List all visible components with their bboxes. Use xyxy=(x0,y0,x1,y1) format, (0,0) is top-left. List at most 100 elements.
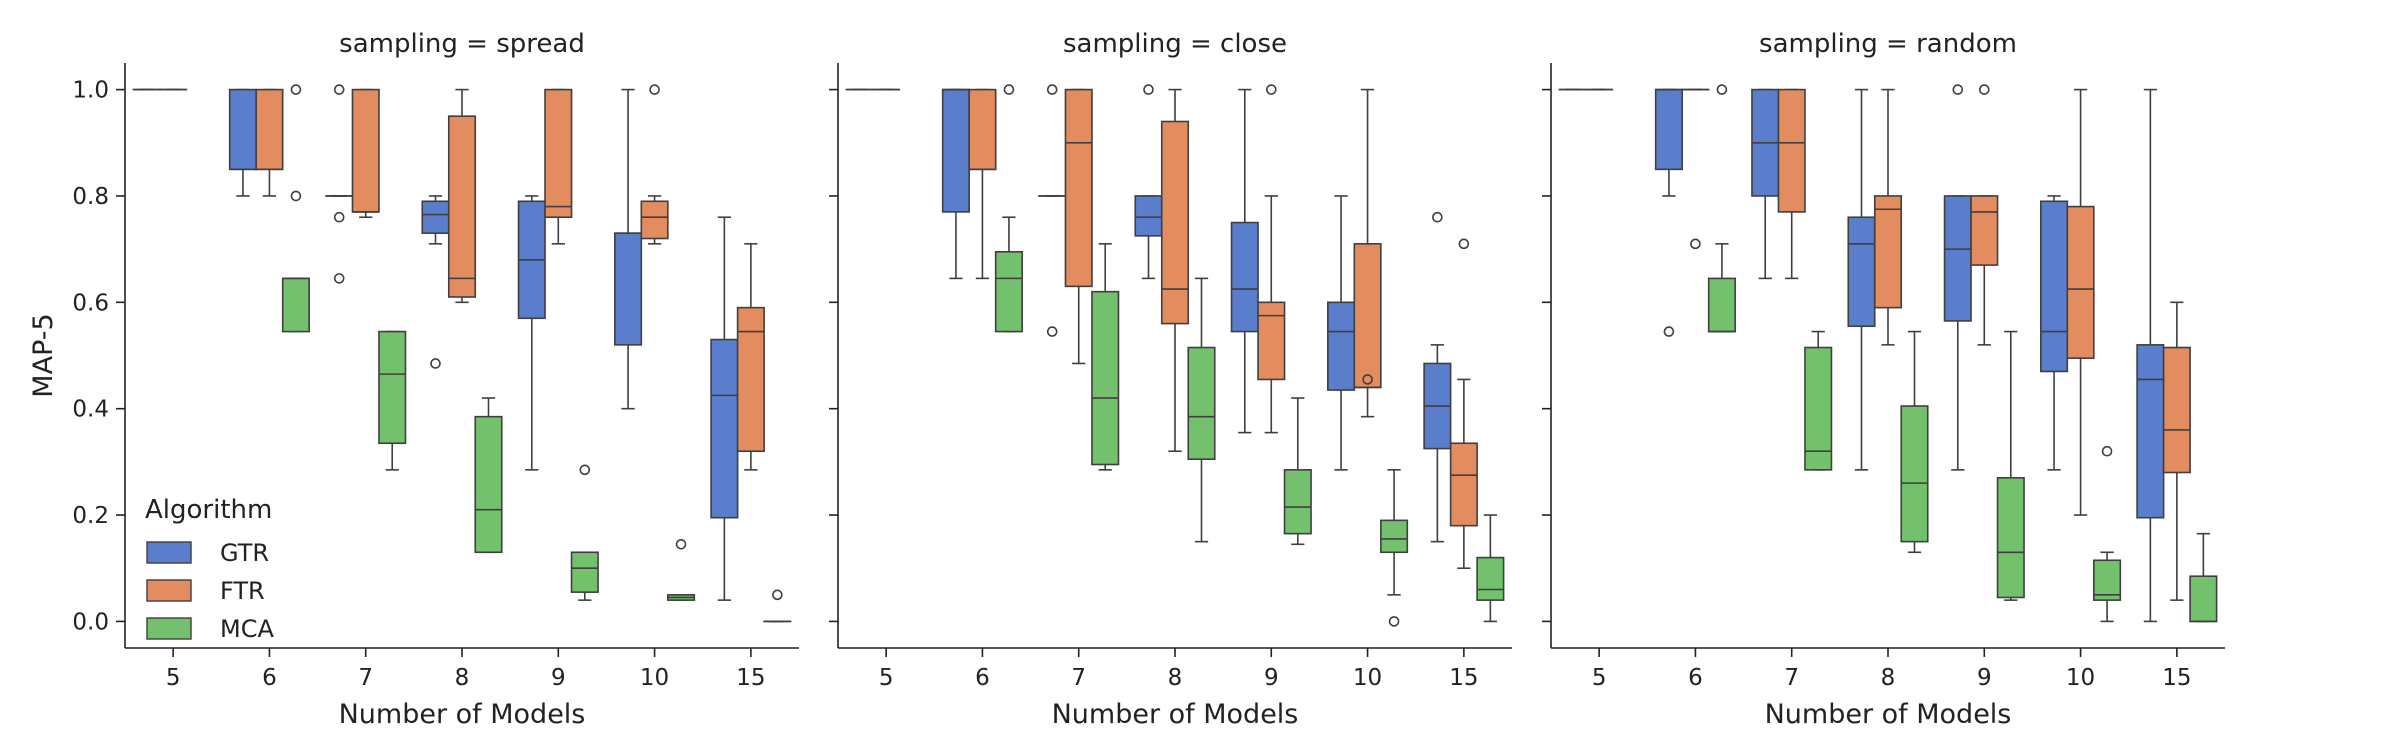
y-tick-label: 1.0 xyxy=(72,78,109,104)
x-tick-label: 7 xyxy=(1784,665,1799,691)
iqr-box xyxy=(1354,244,1381,388)
outlier-point xyxy=(1267,85,1276,94)
box-mca-8 xyxy=(475,398,502,552)
box-gtr-15 xyxy=(711,217,738,600)
outlier-point xyxy=(650,85,659,94)
box-mca-6 xyxy=(1709,85,1736,331)
iqr-box xyxy=(996,252,1023,332)
iqr-box xyxy=(1092,292,1119,465)
box-ftr-9 xyxy=(1971,85,1998,345)
panel-title: sampling = spread xyxy=(339,29,585,59)
x-tick-label: 5 xyxy=(166,665,181,691)
iqr-box xyxy=(1778,90,1805,212)
box-mca-10 xyxy=(668,540,695,600)
box-ftr-9 xyxy=(545,90,572,244)
box-gtr-7 xyxy=(326,85,353,283)
x-tick-label: 10 xyxy=(640,665,669,691)
y-tick-label: 0.2 xyxy=(72,503,109,529)
iqr-box xyxy=(641,201,668,238)
box-mca-15 xyxy=(1477,515,1504,621)
x-axis-label: Number of Models xyxy=(1765,699,2012,730)
box-gtr-6 xyxy=(943,90,970,279)
box-ftr-10 xyxy=(1354,90,1381,417)
x-tick-label: 5 xyxy=(879,665,894,691)
iqr-box xyxy=(422,201,449,233)
box-ftr-10 xyxy=(641,85,668,244)
iqr-box xyxy=(1135,196,1162,236)
box-ftr-8 xyxy=(1875,90,1902,345)
box-gtr-7 xyxy=(1752,90,1779,279)
panel-title: sampling = random xyxy=(1759,29,2017,59)
box-gtr-6 xyxy=(230,90,257,196)
box-gtr-10 xyxy=(1328,196,1355,470)
iqr-box xyxy=(1945,196,1972,321)
box-mca-7 xyxy=(1805,332,1832,470)
iqr-box xyxy=(711,340,738,518)
iqr-box xyxy=(969,90,996,170)
box-ftr-6 xyxy=(256,90,283,196)
iqr-box xyxy=(2067,207,2094,359)
iqr-box xyxy=(379,332,406,444)
box-ftr-15 xyxy=(1451,239,1478,568)
iqr-box xyxy=(1328,302,1355,390)
iqr-box xyxy=(1998,478,2025,598)
iqr-box xyxy=(1656,90,1683,170)
iqr-box xyxy=(2137,345,2164,518)
legend-swatch-ftr xyxy=(147,580,191,601)
iqr-box xyxy=(738,308,765,452)
outlier-point xyxy=(677,540,686,549)
box-ftr-6 xyxy=(1682,90,1709,249)
box-ftr-8 xyxy=(449,90,476,303)
box-ftr-9 xyxy=(1258,85,1285,433)
x-tick-label: 9 xyxy=(1977,665,1992,691)
legend-label-ftr: FTR xyxy=(220,577,265,605)
box-gtr-6 xyxy=(1656,90,1683,336)
iqr-box xyxy=(352,90,379,212)
legend-swatch-gtr xyxy=(147,542,191,563)
iqr-box xyxy=(1848,217,1875,326)
legend-label-mca: MCA xyxy=(220,615,274,643)
x-axis-label: Number of Models xyxy=(1052,699,1299,730)
outlier-point xyxy=(1691,239,1700,248)
outlier-point xyxy=(2103,447,2112,456)
panel-title: sampling = close xyxy=(1063,29,1287,59)
box-mca-8 xyxy=(1188,278,1215,541)
outlier-point xyxy=(335,85,344,94)
box-mca-9 xyxy=(1998,332,2025,601)
box-mca-10 xyxy=(1381,470,1408,626)
iqr-box xyxy=(2041,201,2067,371)
x-tick-label: 6 xyxy=(1688,665,1703,691)
iqr-box xyxy=(545,90,572,218)
iqr-box xyxy=(943,90,970,212)
box-ftr-8 xyxy=(1162,90,1189,452)
box-mca-6 xyxy=(996,85,1023,331)
x-tick-label: 8 xyxy=(455,665,470,691)
iqr-box xyxy=(449,116,476,297)
x-tick-label: 6 xyxy=(975,665,990,691)
iqr-box xyxy=(2190,576,2217,621)
legend-label-gtr: GTR xyxy=(220,539,269,567)
box-ftr-7 xyxy=(352,90,379,218)
iqr-box xyxy=(256,90,283,170)
box-gtr-8 xyxy=(422,196,449,368)
box-gtr-10 xyxy=(2041,196,2068,470)
x-tick-label: 5 xyxy=(1592,665,1607,691)
iqr-box xyxy=(1232,223,1259,332)
box-mca-10 xyxy=(2094,447,2121,622)
box-mca-15 xyxy=(764,590,791,621)
outlier-point xyxy=(1048,85,1057,94)
iqr-box xyxy=(1451,443,1478,525)
x-tick-label: 10 xyxy=(2066,665,2095,691)
x-tick-label: 15 xyxy=(736,665,765,691)
x-tick-label: 15 xyxy=(2162,665,2191,691)
x-tick-label: 7 xyxy=(358,665,373,691)
outlier-point xyxy=(1459,239,1468,248)
box-gtr-15 xyxy=(2137,90,2164,622)
iqr-box xyxy=(1875,196,1902,308)
outlier-point xyxy=(291,85,300,94)
y-tick-label: 0.0 xyxy=(72,609,109,635)
